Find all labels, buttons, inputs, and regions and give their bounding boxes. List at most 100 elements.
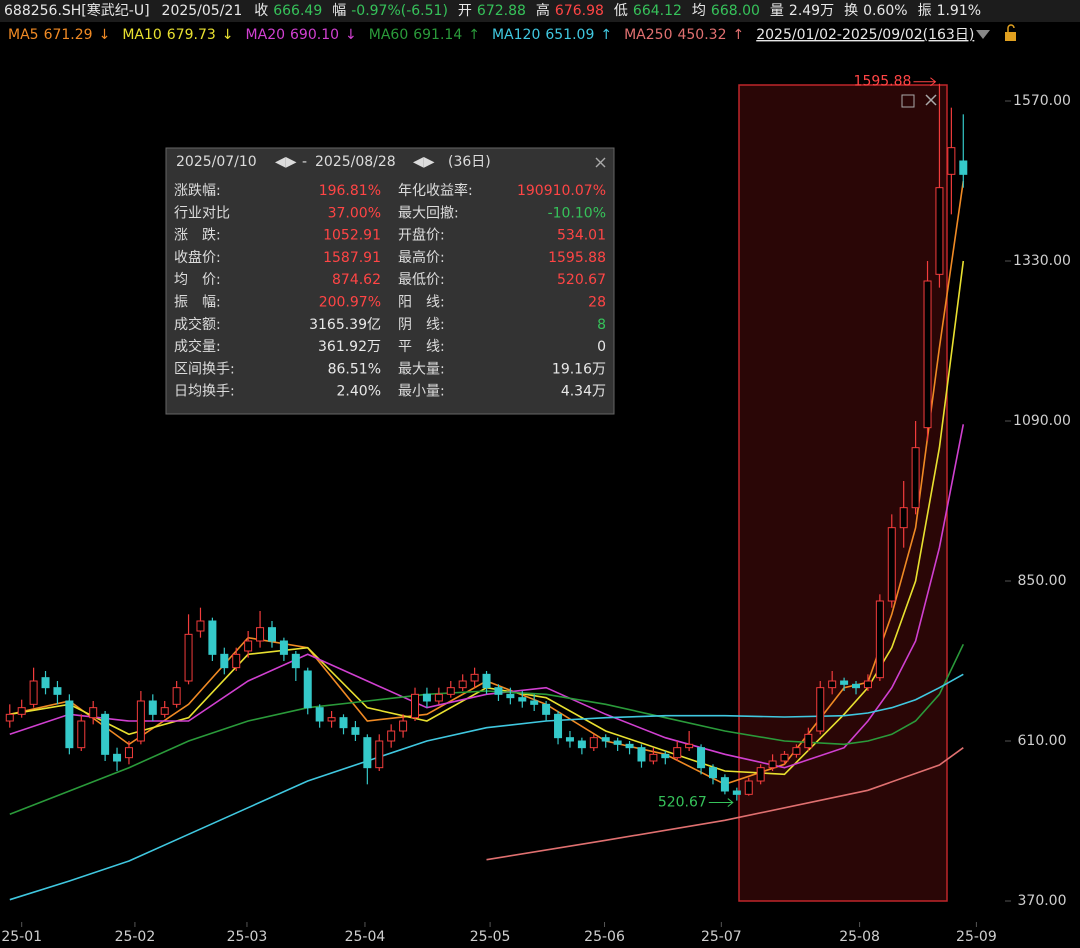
stat-label: 年化收益率:	[398, 182, 473, 199]
header-text: 幅	[332, 3, 346, 19]
candle-body	[554, 713, 563, 739]
header-text: MA60	[369, 27, 408, 43]
stat-label: 阴 线:	[398, 317, 445, 333]
candle-body	[708, 767, 717, 779]
candle-body	[113, 753, 122, 762]
candle-body	[5, 713, 14, 722]
header-text: 量	[770, 3, 784, 19]
x-tick-label: 25-04	[345, 929, 386, 945]
candle-body	[863, 680, 872, 689]
header-text: MA250	[624, 27, 672, 43]
header-text: 高	[536, 2, 550, 19]
candle-body	[303, 670, 312, 709]
stat-value: 874.62	[332, 272, 381, 288]
header-text[interactable]: 2025/01/02-2025/09/02(163日)	[756, 27, 974, 43]
candle-body	[315, 707, 324, 722]
y-tick-label: 1090.00	[1013, 413, 1071, 429]
candle-body	[530, 700, 539, 705]
header-text: 均	[692, 3, 706, 19]
header-text: 676.98	[555, 3, 604, 19]
header-text: ↑	[600, 27, 612, 43]
close-icon[interactable]	[925, 94, 937, 106]
stat-label: 最高价:	[398, 249, 445, 266]
annotation: 1595.88	[854, 74, 912, 90]
candle-body	[375, 740, 384, 769]
header-text: 691.14	[413, 27, 462, 43]
lock-icon[interactable]	[1005, 32, 1016, 41]
ma-line	[9, 673, 964, 901]
candle-body	[89, 707, 98, 719]
candle-body	[363, 737, 372, 769]
candle-body	[542, 703, 551, 715]
ma-line	[9, 180, 965, 786]
candle-body	[53, 687, 62, 695]
y-tick-label: 610.00	[1018, 733, 1067, 749]
header-text: ↑	[732, 27, 744, 43]
candle-body	[887, 527, 896, 602]
stat-label: 开盘价:	[398, 227, 445, 244]
candle-body	[744, 780, 753, 795]
header-text: 2025/05/21	[162, 3, 243, 19]
candle-body	[947, 147, 956, 175]
candle-body	[613, 740, 622, 745]
candle-body	[232, 653, 241, 669]
stat-value: 86.51%	[328, 361, 381, 377]
stat-label: 区间换手:	[174, 360, 235, 377]
candle-body	[29, 680, 38, 705]
ma-line	[9, 424, 965, 769]
candle-body	[732, 790, 741, 795]
candle-body	[244, 640, 253, 652]
ma-line	[9, 260, 965, 776]
candle-body	[434, 693, 443, 702]
stat-value: 37.00%	[328, 205, 381, 221]
stat-value: 8	[597, 317, 606, 333]
stat-value: -10.10%	[548, 205, 606, 221]
stat-label: 涨 跌:	[174, 228, 221, 244]
candle-body	[506, 693, 515, 699]
candle-body	[387, 730, 396, 742]
stat-value: 361.92万	[318, 339, 381, 355]
stat-value: 190910.07%	[517, 183, 606, 199]
candle-body	[17, 707, 26, 715]
header-text: 振	[918, 3, 932, 19]
x-tick-label: 25-01	[1, 929, 42, 945]
header-text: ↓	[345, 27, 357, 43]
candle-body	[196, 620, 205, 632]
header-text: 450.32	[677, 27, 726, 43]
candle-body	[422, 693, 431, 702]
candle-body	[184, 633, 193, 682]
y-tick-label: 1570.00	[1013, 93, 1071, 109]
stat-value: 3165.39亿	[309, 317, 381, 333]
header-text: 672.88	[477, 3, 526, 19]
ma-line	[486, 747, 964, 861]
candle-body	[65, 700, 74, 749]
candle-body	[41, 677, 50, 689]
stat-value: 1595.88	[548, 250, 606, 266]
maximize-icon[interactable]	[901, 94, 915, 108]
x-tick-label: 25-07	[701, 929, 742, 945]
candle-body	[649, 753, 658, 762]
panel-bg	[165, 147, 615, 415]
ma-line	[9, 643, 965, 816]
panel-close[interactable]	[595, 157, 606, 168]
header-text: 低	[614, 3, 628, 19]
header-text: 换	[844, 2, 858, 19]
candle-body	[637, 747, 646, 762]
candle-body	[899, 507, 908, 529]
stats-panel: 2025/07/10 ◀▶ -2025/08/28 ◀▶ (36日)涨跌幅: 196.81…	[165, 147, 615, 415]
x-tick-label: 25-06	[584, 929, 625, 945]
header-text: 开	[458, 3, 472, 19]
header-text: 收	[254, 3, 268, 19]
panel-dash: -	[302, 154, 307, 170]
y-tick-label: 850.00	[1018, 573, 1067, 589]
header-text: 664.12	[633, 3, 682, 19]
candle-body	[494, 687, 503, 695]
stat-label: 最低价:	[398, 272, 445, 288]
lock-shackle	[1007, 24, 1015, 32]
stat-label: 收盘价:	[174, 249, 221, 266]
stat-value: 520.67	[557, 272, 606, 288]
candle-body	[685, 743, 694, 749]
dropdown-icon[interactable]	[976, 30, 990, 39]
stat-value: 28	[588, 295, 606, 311]
